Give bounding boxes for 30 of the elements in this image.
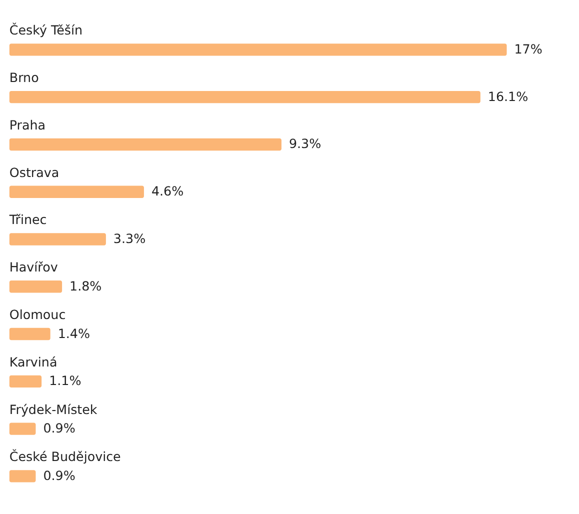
data-label: 3.3% xyxy=(113,231,146,246)
y-tick-label: Český Těšín xyxy=(9,22,82,38)
data-label: 4.6% xyxy=(151,184,184,199)
bar xyxy=(9,186,144,198)
y-tick-label: Ostrava xyxy=(9,164,60,180)
y-tick-label: Brno xyxy=(9,70,40,86)
data-label: 1.1% xyxy=(49,373,82,388)
data-label: 1.4% xyxy=(58,326,90,341)
data-label: 0.9% xyxy=(43,468,76,483)
bar xyxy=(9,422,36,435)
bar xyxy=(9,470,36,482)
y-tick-label: Praha xyxy=(9,117,46,132)
y-tick-label: Olomouc xyxy=(9,307,66,322)
bar xyxy=(9,138,282,151)
data-label: 17% xyxy=(514,41,542,56)
bar xyxy=(9,233,106,246)
bar xyxy=(9,90,480,104)
y-tick-label: České Budějovice xyxy=(9,449,122,464)
bar xyxy=(9,328,50,340)
data-label: 1.8% xyxy=(70,278,102,294)
data-label: 16.1% xyxy=(488,88,528,104)
bar xyxy=(9,44,507,56)
y-tick-label: Třinec xyxy=(8,212,47,228)
data-label: 9.3% xyxy=(288,136,322,152)
bar xyxy=(9,280,62,293)
y-tick-label: Havířov xyxy=(9,260,58,275)
data-label: 0.9% xyxy=(43,420,76,436)
bar xyxy=(9,375,42,388)
y-tick-label: Frýdek-Místek xyxy=(9,402,98,417)
y-tick-label: Karviná xyxy=(9,354,58,370)
